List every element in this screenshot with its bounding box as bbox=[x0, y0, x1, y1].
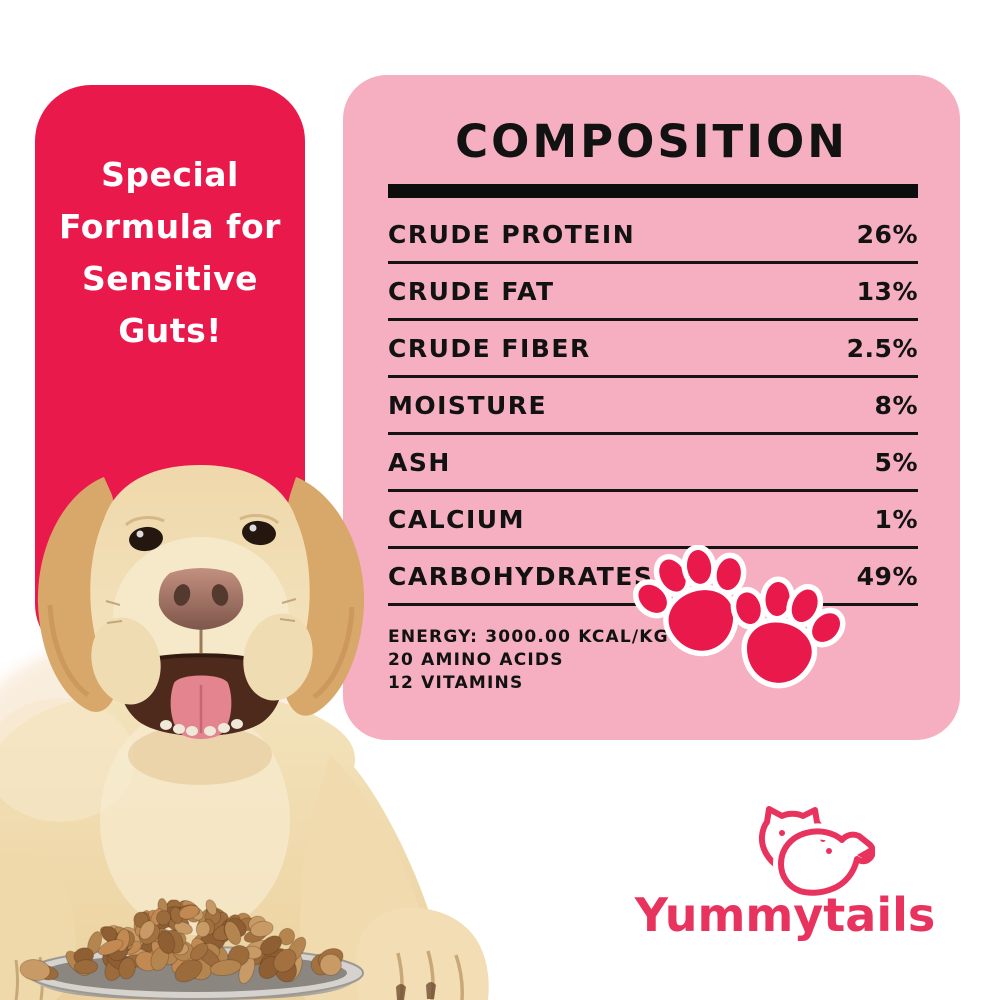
table-row: CRUDE FAT 13% bbox=[388, 264, 918, 321]
composition-title: COMPOSITION bbox=[455, 115, 848, 168]
table-row: CRUDE PROTEIN 26% bbox=[388, 207, 918, 264]
table-row: CRUDE FIBER 2.5% bbox=[388, 321, 918, 378]
badge-line: Special bbox=[101, 155, 239, 194]
badge-line: Formula for bbox=[59, 207, 281, 246]
dog-teeth bbox=[160, 719, 243, 736]
badge-line: Guts! bbox=[118, 311, 222, 350]
row-label: CRUDE FAT bbox=[388, 276, 555, 306]
table-row: CALCIUM 1% bbox=[388, 492, 918, 549]
title-divider-bar bbox=[388, 184, 918, 198]
footnote-vitamins: 12 VITAMINS bbox=[388, 673, 524, 693]
badge-text: Special Formula for Sensitive Guts! bbox=[35, 85, 305, 357]
row-value: 8% bbox=[874, 390, 918, 420]
kibble-pile bbox=[19, 898, 344, 985]
row-value: 13% bbox=[856, 276, 918, 306]
row-label: ASH bbox=[388, 447, 451, 477]
row-value: 2.5% bbox=[846, 333, 918, 363]
paw-prints-icon bbox=[628, 545, 863, 710]
badge-line: Sensitive bbox=[81, 259, 259, 298]
footnote-energy: ENERGY: 3000.00 KCAL/KG bbox=[388, 627, 669, 647]
brand-wordmark: Yummytails bbox=[634, 888, 936, 942]
table-row: MOISTURE 8% bbox=[388, 378, 918, 435]
dog-left-jowl bbox=[91, 617, 161, 705]
labrador-dog-photo bbox=[0, 465, 489, 1000]
dog-head-outline bbox=[778, 828, 875, 896]
dog-right-paw bbox=[355, 907, 489, 1000]
nutrition-footnotes: ENERGY: 3000.00 KCAL/KG 20 AMINO ACIDS 1… bbox=[388, 626, 918, 695]
dog-eyes bbox=[124, 514, 280, 552]
dog-nose bbox=[158, 568, 244, 630]
dog-right-jowl bbox=[243, 613, 313, 701]
row-label: CARBOHYDRATES bbox=[388, 561, 654, 591]
table-row: ASH 5% bbox=[388, 435, 918, 492]
row-value: 26% bbox=[856, 219, 918, 249]
row-label: CALCIUM bbox=[388, 504, 525, 534]
row-value: 49% bbox=[856, 561, 918, 591]
footnote-amino-acids: 20 AMINO ACIDS bbox=[388, 650, 564, 670]
nutrition-table: CRUDE PROTEIN 26% CRUDE FAT 13% CRUDE FI… bbox=[388, 207, 918, 606]
row-label: MOISTURE bbox=[388, 390, 548, 420]
row-value: 1% bbox=[874, 504, 918, 534]
row-label: CRUDE PROTEIN bbox=[388, 219, 636, 249]
row-label: CRUDE FIBER bbox=[388, 333, 591, 363]
brand-logo-icon bbox=[758, 806, 875, 901]
composition-panel: COMPOSITION CRUDE PROTEIN 26% CRUDE FAT … bbox=[343, 75, 960, 740]
row-value: 5% bbox=[874, 447, 918, 477]
